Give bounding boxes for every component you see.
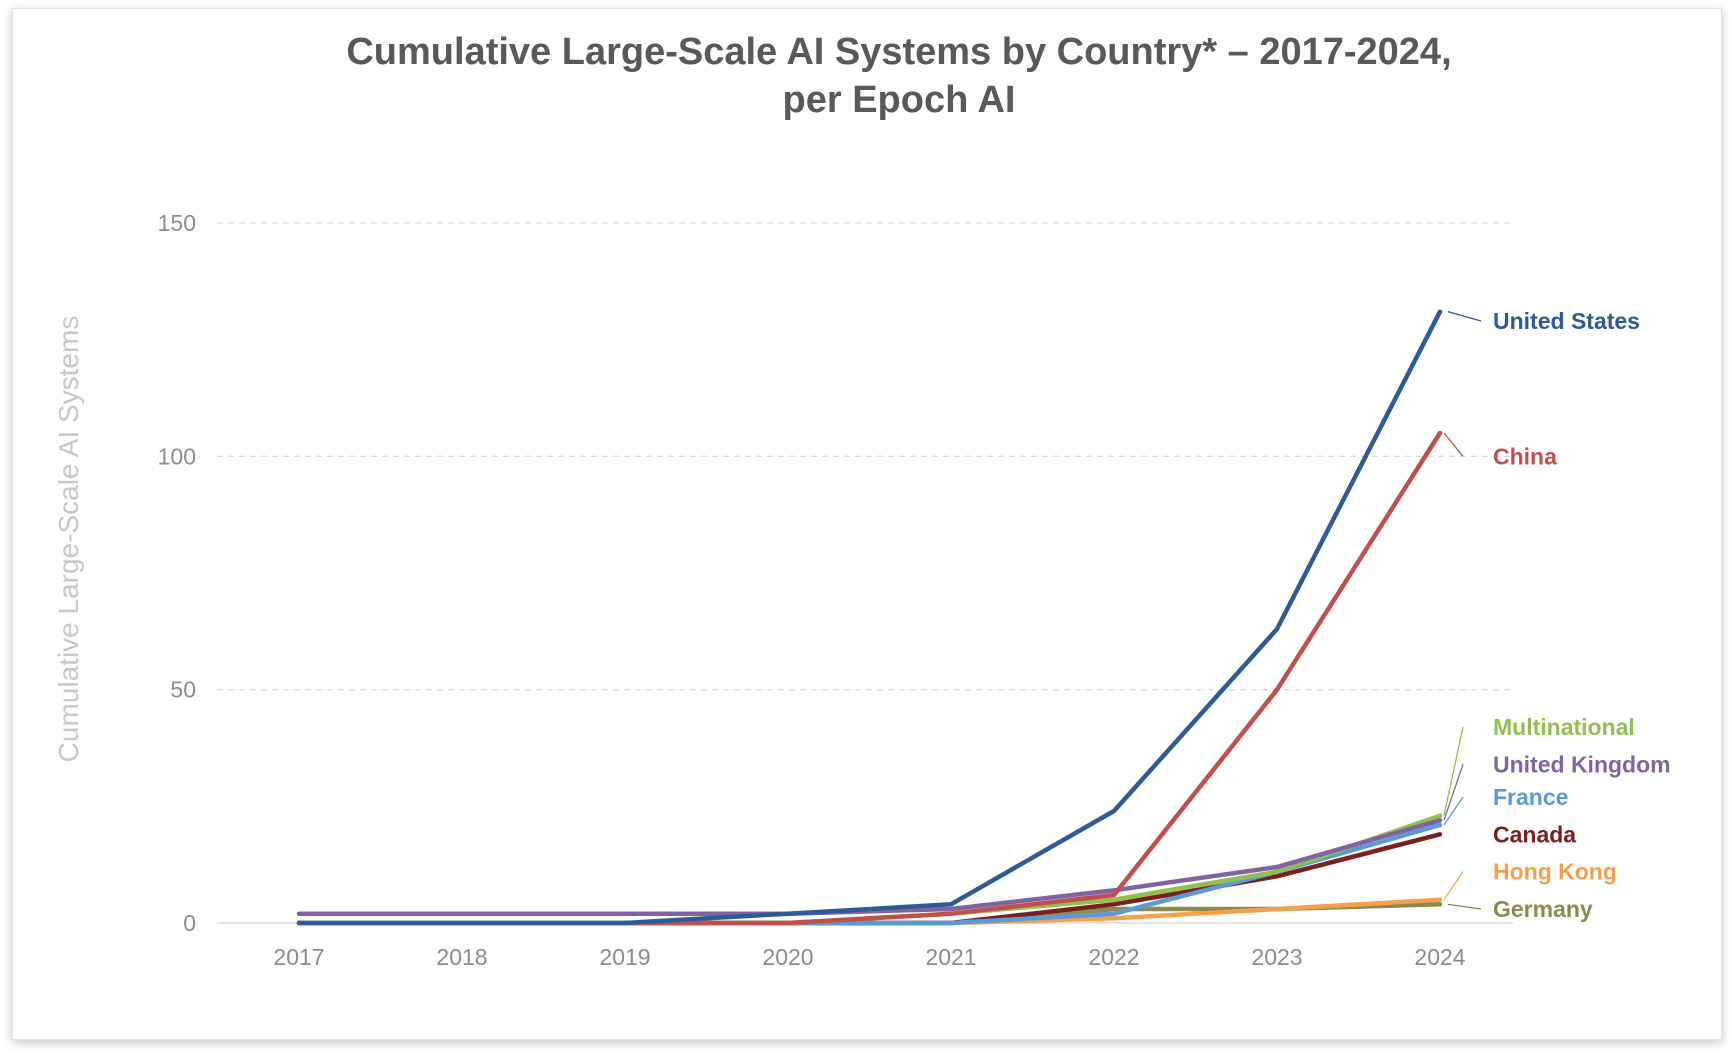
series-line-united-kingdom: [296, 818, 1443, 916]
chart-card: 0 50 100 150 2017 2018 2019 2020 2021 2022 2023 202…: [12, 8, 1722, 1040]
chart-title: Cumulative Large-Scale AI Systems by Cou…: [346, 31, 1451, 73]
y-axis-title: Cumulative Large-Scale AI Systems: [53, 316, 84, 763]
series-label-canada: Canada: [1493, 821, 1576, 847]
line-chart: 0 50 100 150 2017 2018 2019 2020 2021 2022 2023 202…: [53, 31, 1671, 970]
series-label-layer: Germany Hong Kong Canada France Multinationa…: [1443, 308, 1671, 922]
leader-line-united-states: [1447, 311, 1482, 322]
series-layer: [296, 309, 1443, 926]
leader-line-united-kingdom: [1443, 764, 1464, 821]
series-label-china: China: [1493, 443, 1557, 469]
y-tick-label: 150: [158, 210, 196, 236]
x-tick-label: 2020: [762, 944, 813, 970]
series-label-france: France: [1493, 784, 1568, 810]
x-tick-label: 2017: [273, 944, 324, 970]
x-tick-label: 2018: [436, 944, 487, 970]
series-label-germany: Germany: [1493, 896, 1593, 922]
y-tick-label: 50: [170, 677, 196, 703]
x-tick-label: 2023: [1251, 944, 1302, 970]
x-tick-label: 2024: [1414, 944, 1465, 970]
x-tick-label: 2019: [599, 944, 650, 970]
leader-line-hong-kong: [1443, 871, 1464, 901]
chart-subtitle: per Epoch AI: [783, 79, 1016, 121]
series-line-china: [296, 430, 1443, 926]
x-tick-label: 2021: [925, 944, 976, 970]
series-line-united-states: [296, 309, 1443, 926]
x-tick-label: 2022: [1088, 944, 1139, 970]
grid-layer: [217, 222, 1513, 691]
series-label-multinational: Multinational: [1493, 714, 1635, 740]
series-label-united-kingdom: United Kingdom: [1493, 751, 1671, 777]
leader-line-china: [1443, 432, 1464, 457]
axis-layer: 0 50 100 150 2017 2018 2019 2020 2021 2022 2023 202…: [158, 210, 1513, 970]
y-tick-label: 0: [183, 910, 196, 936]
series-label-united-states: United States: [1493, 308, 1640, 334]
leader-line-france: [1443, 796, 1464, 826]
y-tick-label: 100: [158, 443, 196, 469]
leader-line-multinational: [1443, 726, 1464, 816]
leader-line-germany: [1447, 903, 1482, 910]
series-label-hong-kong: Hong Kong: [1493, 859, 1617, 885]
